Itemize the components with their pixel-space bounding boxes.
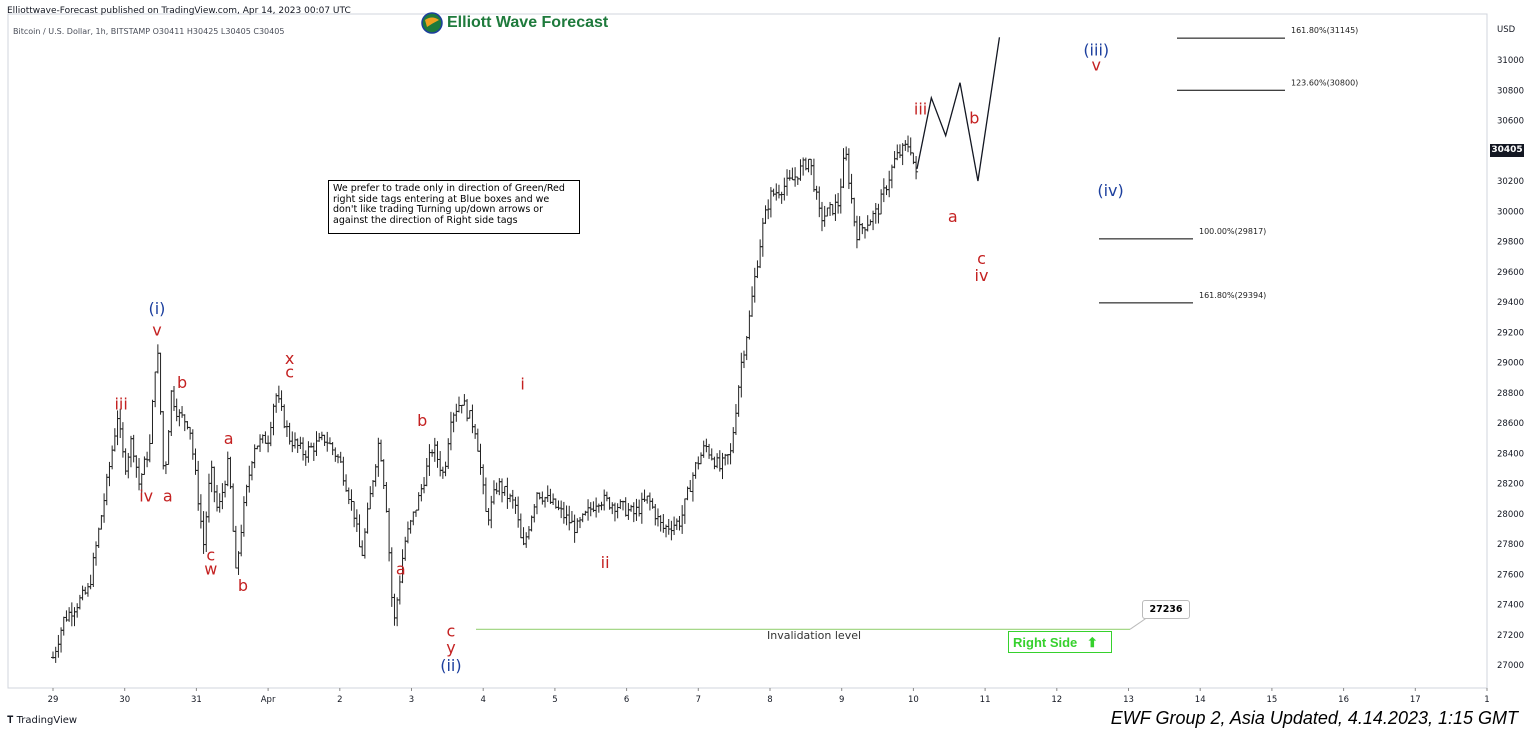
x-tick-label: 30 <box>119 695 130 705</box>
x-tick-label: 31 <box>191 695 202 705</box>
currency-label: USD <box>1497 25 1516 35</box>
x-tick-label: 29 <box>48 695 59 705</box>
x-tick-label: 2 <box>337 695 342 705</box>
published-info: Elliottwave-Forecast published on Tradin… <box>7 6 351 16</box>
wave-label: (ii) <box>440 656 461 675</box>
wave-label: c <box>977 249 986 268</box>
brand-name: Elliott Wave Forecast <box>447 14 609 31</box>
wave-label: b <box>969 109 979 128</box>
x-tick-label: 12 <box>1051 695 1062 705</box>
x-tick-label: 4 <box>480 695 485 705</box>
projection-path <box>916 37 1001 182</box>
y-tick-label: 28000 <box>1497 510 1524 520</box>
wave-label: (iv) <box>1097 181 1123 200</box>
chart-axes: 27000 27200 27400 27600 27800 28000 28200 28400… <box>7 13 1524 705</box>
x-tick-label: 11 <box>980 695 991 705</box>
wave-label: y <box>446 638 455 657</box>
y-tick-label: 27800 <box>1497 540 1524 550</box>
wave-label: a <box>224 429 234 448</box>
y-tick-label: 30800 <box>1497 86 1524 96</box>
x-tick-label: 7 <box>696 695 701 705</box>
ohlc-bars <box>51 135 919 663</box>
wave-label: i <box>520 375 524 394</box>
y-tick-label: 29000 <box>1497 359 1524 369</box>
y-tick-label: 30200 <box>1497 177 1524 187</box>
y-tick-label: 28200 <box>1497 480 1524 490</box>
x-tick-label: 9 <box>839 695 844 705</box>
tradingview-icon: 𝐓 <box>7 715 14 726</box>
wave-label: b <box>417 411 427 430</box>
x-tick-label: 16 <box>1338 695 1349 705</box>
wave-label: a <box>948 207 958 226</box>
x-tick-label: 10 <box>908 695 919 705</box>
wave-label: a <box>163 487 173 506</box>
brand-logo: Elliott Wave Forecast <box>421 12 621 36</box>
y-tick-label: 28400 <box>1497 449 1524 459</box>
wave-label: a <box>396 559 406 578</box>
wave-label: x <box>285 349 294 368</box>
x-tick-label: 8 <box>767 695 772 705</box>
wave-label: (i) <box>148 299 165 318</box>
wave-label: iii <box>114 394 127 413</box>
y-tick-label: 30000 <box>1497 207 1524 217</box>
invalidation-price-tag: 27236 <box>1142 600 1190 619</box>
x-tick-label: 13 <box>1123 695 1134 705</box>
x-tick-label: Apr <box>261 695 276 705</box>
right-side-label: Right Side <box>1013 635 1078 650</box>
y-tick-label: 29800 <box>1497 238 1524 248</box>
plot-frame <box>7 13 1488 689</box>
trading-note: We prefer to trade only in direction of … <box>328 180 580 234</box>
x-tick-label: 15 <box>1266 695 1277 705</box>
wave-label: c <box>285 363 294 382</box>
fib-label: 161.80%(31145) <box>1291 26 1358 35</box>
wave-label: c <box>447 621 456 640</box>
invalidation-line <box>476 616 1149 630</box>
y-tick-label: 27200 <box>1497 631 1524 641</box>
x-tick-label: 6 <box>624 695 629 705</box>
tradingview-logo: 𝐓 TradingView <box>7 715 77 726</box>
update-footer: EWF Group 2, Asia Updated, 4.14.2023, 1:… <box>1110 708 1518 728</box>
y-tick-label: 28600 <box>1497 419 1524 429</box>
wave-label: b <box>238 576 248 595</box>
symbol-ohlc-line: Bitcoin / U.S. Dollar, 1h, BITSTAMP O304… <box>13 27 285 36</box>
y-tick-label: 29400 <box>1497 298 1524 308</box>
x-tick-label: 17 <box>1410 695 1421 705</box>
x-tick-label: 1 <box>1484 695 1489 705</box>
arrow-up-icon: ⬆ <box>1086 635 1098 650</box>
price-tag-pointer <box>1129 616 1149 630</box>
fib-label: 100.00%(29817) <box>1199 227 1266 236</box>
y-tick-label: 31000 <box>1497 56 1524 66</box>
wave-label: ii <box>601 553 610 572</box>
y-tick-label: 30600 <box>1497 117 1524 127</box>
wave-label: iii <box>914 99 927 118</box>
wave-label: v <box>152 320 161 339</box>
right-side-tag: Right Side ⬆ <box>1008 631 1112 653</box>
y-tick-label: 27400 <box>1497 601 1524 611</box>
fibonacci-levels: 161.80%(31145) 123.60%(30800) 100.00%(2981… <box>1099 26 1358 304</box>
wave-label: b <box>177 373 187 392</box>
y-tick-label: 29600 <box>1497 268 1524 278</box>
last-price-badge: 30405 <box>1490 144 1524 157</box>
y-tick-label: 29200 <box>1497 328 1524 338</box>
wave-label: w <box>204 559 217 578</box>
x-tick-label: 14 <box>1195 695 1206 705</box>
x-tick-label: 3 <box>409 695 414 705</box>
invalidation-label: Invalidation level <box>767 629 862 642</box>
wave-label: (iii) <box>1083 40 1109 59</box>
fib-label: 123.60%(30800) <box>1291 78 1358 87</box>
projection-line <box>916 37 1001 182</box>
y-tick-label: 27000 <box>1497 661 1524 671</box>
x-tick-label: 5 <box>552 695 557 705</box>
tradingview-label: TradingView <box>16 715 78 726</box>
globe-icon <box>421 12 443 34</box>
wave-label: v <box>1092 56 1101 75</box>
fib-label: 161.80%(29394) <box>1199 291 1266 300</box>
y-tick-label: 28800 <box>1497 389 1524 399</box>
wave-label: iv <box>975 266 989 285</box>
y-tick-label: 27600 <box>1497 570 1524 580</box>
wave-label: c <box>206 546 215 565</box>
wave-label: iv <box>139 487 153 506</box>
